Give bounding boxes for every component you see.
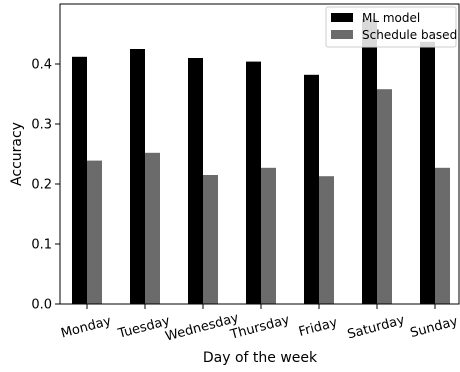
y-axis-ticks: 0.0 0.1 0.2 0.3 0.4 <box>31 58 60 313</box>
y-tick-label: 0.0 <box>31 298 52 313</box>
bar-ml-model-wednesday <box>188 58 203 304</box>
legend-box <box>325 6 457 48</box>
x-tick-label-tuesday: Tuesday <box>116 313 172 342</box>
legend: ML model Schedule based <box>325 6 457 48</box>
bar-ml-model-friday <box>304 74 319 304</box>
bar-schedule-based-tuesday <box>145 152 160 304</box>
bar-schedule-based-thursday <box>261 167 276 304</box>
bar-ml-model-sunday <box>420 41 435 305</box>
x-axis-label: Day of the week <box>203 350 318 366</box>
legend-label-ml-model: ML model <box>362 11 420 25</box>
bar-schedule-based-saturday <box>377 89 392 304</box>
bar-ml-model-tuesday <box>130 49 145 304</box>
x-tick-label-friday: Friday <box>297 315 339 340</box>
x-tick-label-monday: Monday <box>59 314 113 342</box>
bar-schedule-based-wednesday <box>203 175 218 304</box>
y-axis-label: Accuracy <box>9 122 25 186</box>
y-tick-label: 0.2 <box>31 178 52 193</box>
bar-schedule-based-sunday <box>435 167 450 304</box>
bar-schedule-based-monday <box>87 160 102 304</box>
y-tick-label: 0.4 <box>31 58 52 73</box>
bar-schedule-based-friday <box>319 176 334 304</box>
y-tick-label: 0.1 <box>31 238 52 253</box>
bars-group <box>72 19 450 305</box>
plot-frame <box>59 3 460 305</box>
x-tick-label-sunday: Sunday <box>409 314 460 341</box>
legend-swatch-schedule-based <box>331 30 353 39</box>
legend-swatch-ml-model <box>331 13 353 22</box>
bar-ml-model-monday <box>72 56 87 304</box>
y-tick-label: 0.3 <box>31 118 52 133</box>
legend-label-schedule-based: Schedule based <box>362 28 457 42</box>
bar-ml-model-saturday <box>362 19 377 304</box>
bar-ml-model-thursday <box>246 61 261 304</box>
x-tick-label-saturday: Saturday <box>346 313 407 343</box>
